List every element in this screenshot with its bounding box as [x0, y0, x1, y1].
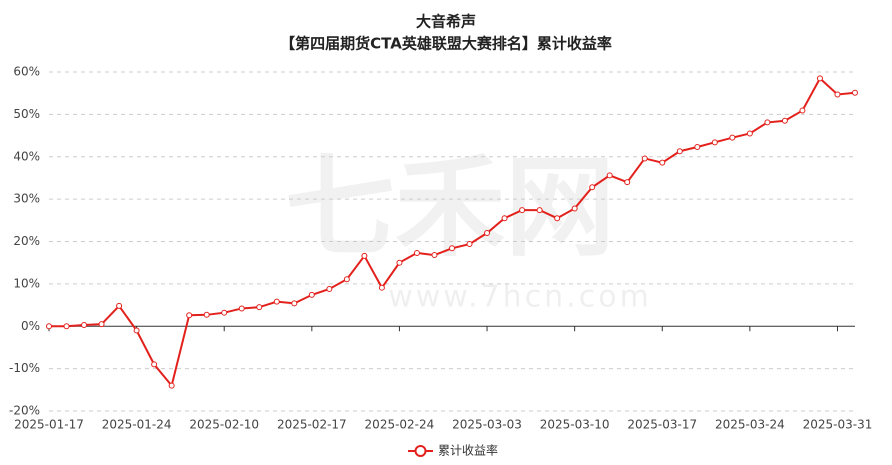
point — [273, 298, 280, 305]
legend-marker — [414, 445, 427, 457]
point — [484, 230, 491, 237]
point — [729, 134, 736, 141]
watermark: www.7hcn.com — [388, 280, 652, 315]
point — [396, 259, 403, 266]
x-tick-label: 2025-01-17 — [14, 418, 84, 432]
point — [378, 284, 385, 291]
point — [308, 291, 315, 298]
point — [536, 207, 543, 214]
point — [676, 148, 683, 155]
point — [852, 89, 858, 96]
chart-title: 大音希声 — [416, 13, 476, 31]
legend-label: 累计收益率 — [438, 443, 498, 458]
point — [151, 361, 158, 368]
point — [81, 321, 88, 328]
point — [624, 179, 631, 186]
point — [659, 159, 666, 166]
point — [343, 276, 350, 283]
point — [168, 382, 175, 389]
point — [46, 323, 52, 330]
point — [694, 144, 701, 151]
y-tick-label: -20% — [9, 404, 40, 418]
point — [186, 312, 193, 319]
point — [606, 172, 613, 179]
x-tick-label: 2025-03-03 — [452, 418, 522, 432]
point — [133, 327, 140, 334]
point — [834, 91, 841, 98]
point — [711, 139, 718, 146]
point — [238, 305, 245, 312]
point — [641, 155, 648, 162]
point — [221, 309, 228, 316]
point — [554, 215, 561, 222]
y-tick-label: 30% — [13, 192, 40, 206]
point — [571, 205, 578, 212]
point — [326, 285, 333, 292]
x-tick-label: 2025-02-24 — [365, 418, 435, 432]
point — [413, 249, 420, 256]
point — [291, 300, 298, 307]
x-tick-label: 2025-01-24 — [102, 418, 172, 432]
x-tick-label: 2025-02-17 — [277, 418, 347, 432]
y-tick-label: 0% — [21, 319, 40, 333]
x-tick-label: 2025-03-24 — [715, 418, 785, 432]
point — [466, 241, 473, 248]
point — [203, 311, 210, 318]
point — [98, 321, 105, 328]
x-tick-label: 2025-02-10 — [189, 418, 259, 432]
y-tick-label: 40% — [13, 149, 40, 163]
y-tick-label: 20% — [13, 234, 40, 248]
point — [799, 107, 806, 114]
y-tick-label: 50% — [13, 107, 40, 121]
watermark: 七禾网 — [285, 143, 615, 271]
point — [501, 215, 508, 222]
point — [63, 323, 70, 330]
point — [449, 245, 455, 252]
point — [746, 130, 753, 137]
y-tick-label: -10% — [9, 361, 40, 375]
x-tick-label: 2025-03-31 — [803, 418, 873, 432]
point — [816, 75, 823, 82]
y-tick-label: 10% — [13, 276, 40, 290]
point — [256, 304, 263, 311]
x-tick-label: 2025-03-17 — [627, 418, 697, 432]
x-tick-label: 2025-03-10 — [540, 418, 610, 432]
chart-subtitle: 【第四届期货CTA英雄联盟大赛排名】累计收益率 — [280, 35, 612, 53]
y-tick-label: 60% — [13, 65, 40, 79]
point — [589, 184, 596, 191]
point — [781, 117, 788, 124]
point — [764, 119, 771, 126]
point — [519, 207, 526, 214]
point — [361, 252, 368, 259]
point — [431, 252, 438, 259]
point — [116, 302, 123, 309]
